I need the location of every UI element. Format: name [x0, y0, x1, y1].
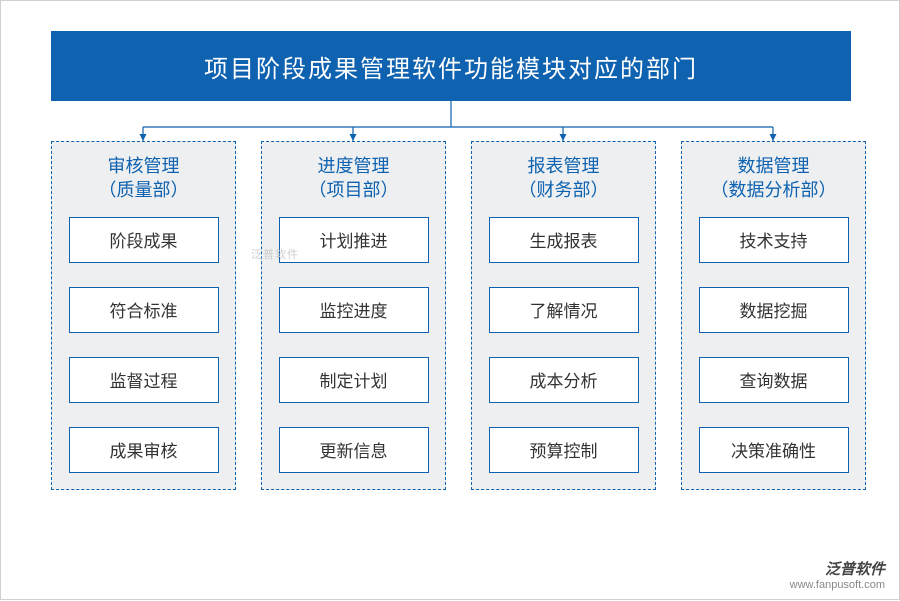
item-box: 技术支持	[699, 217, 849, 263]
item-label: 生成报表	[530, 227, 598, 252]
watermark: 泛普软件 www.fanpusoft.com	[790, 561, 885, 594]
column-title-line1: 进度管理	[309, 154, 399, 178]
item-box: 数据挖掘	[699, 287, 849, 333]
diagram-title: 项目阶段成果管理软件功能模块对应的部门	[51, 31, 851, 101]
column-title-line1: 审核管理	[99, 154, 189, 178]
item-box: 制定计划	[279, 357, 429, 403]
diagram-canvas: 项目阶段成果管理软件功能模块对应的部门 审核管理（质量部） 阶段成果符合标准监督过…	[0, 0, 900, 600]
item-label: 监控进度	[320, 297, 388, 322]
column-title: 报表管理（财务部）	[519, 154, 609, 203]
column: 进度管理（项目部） 计划推进监控进度制定计划更新信息	[261, 141, 446, 490]
column: 报表管理（财务部） 生成报表了解情况成本分析预算控制	[471, 141, 656, 490]
column-title-line1: 数据管理	[711, 154, 837, 178]
item-box: 成本分析	[489, 357, 639, 403]
item-box: 更新信息	[279, 427, 429, 473]
column-title-line2: （项目部）	[309, 178, 399, 202]
item-box: 决策准确性	[699, 427, 849, 473]
item-label: 成本分析	[530, 367, 598, 392]
item-label: 决策准确性	[731, 437, 816, 462]
item-label: 查询数据	[740, 367, 808, 392]
column-title-line1: 报表管理	[519, 154, 609, 178]
column: 数据管理（数据分析部） 技术支持数据挖掘查询数据决策准确性	[681, 141, 866, 490]
item-box: 计划推进	[279, 217, 429, 263]
column-title: 数据管理（数据分析部）	[711, 154, 837, 203]
item-label: 符合标准	[110, 297, 178, 322]
watermark-url: www.fanpusoft.com	[790, 579, 885, 593]
watermark-brand: 泛普软件	[790, 561, 885, 580]
item-label: 了解情况	[530, 297, 598, 322]
item-label: 成果审核	[110, 437, 178, 462]
item-box: 符合标准	[69, 287, 219, 333]
item-box: 预算控制	[489, 427, 639, 473]
item-label: 计划推进	[320, 227, 388, 252]
item-label: 技术支持	[740, 227, 808, 252]
item-label: 数据挖掘	[740, 297, 808, 322]
item-label: 制定计划	[320, 367, 388, 392]
item-label: 更新信息	[320, 437, 388, 462]
column: 审核管理（质量部） 阶段成果符合标准监督过程成果审核	[51, 141, 236, 490]
column-title-line2: （财务部）	[519, 178, 609, 202]
item-box: 监控进度	[279, 287, 429, 333]
item-box: 生成报表	[489, 217, 639, 263]
column-title: 进度管理（项目部）	[309, 154, 399, 203]
item-label: 监督过程	[110, 367, 178, 392]
item-box: 监督过程	[69, 357, 219, 403]
item-box: 了解情况	[489, 287, 639, 333]
item-box: 查询数据	[699, 357, 849, 403]
faint-watermark: 泛普软件	[251, 246, 299, 262]
item-box: 阶段成果	[69, 217, 219, 263]
item-box: 成果审核	[69, 427, 219, 473]
item-label: 阶段成果	[110, 227, 178, 252]
item-label: 预算控制	[530, 437, 598, 462]
column-title-line2: （质量部）	[99, 178, 189, 202]
diagram-title-text: 项目阶段成果管理软件功能模块对应的部门	[204, 49, 698, 84]
column-title-line2: （数据分析部）	[711, 178, 837, 202]
column-title: 审核管理（质量部）	[99, 154, 189, 203]
